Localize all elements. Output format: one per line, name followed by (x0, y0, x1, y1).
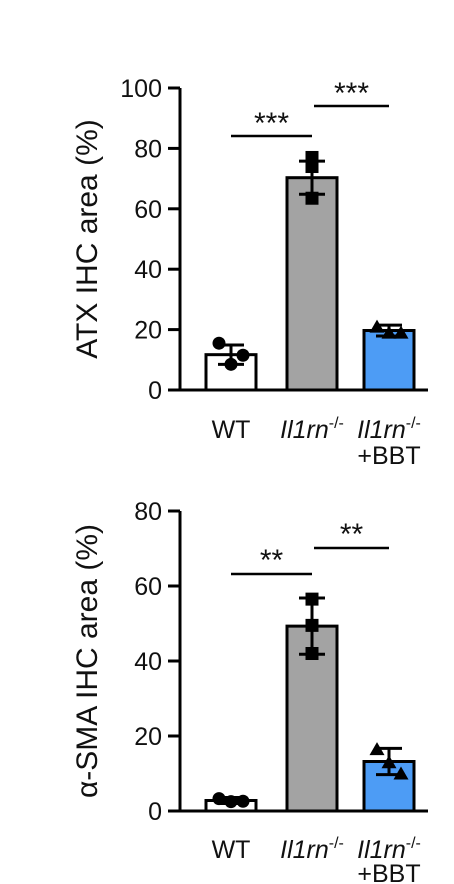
data-point (305, 160, 319, 174)
data-point (212, 792, 226, 806)
y-tick-label: 80 (134, 498, 162, 526)
chart-panel-atx: ATX IHC area (%) 0 20 40 60 80 100 WT Il1rn-/- I… (71, 75, 428, 470)
data-point (212, 336, 226, 350)
x-tick-label-line2: +BBT (357, 442, 420, 470)
y-tick-label: 0 (148, 377, 162, 405)
data-point (369, 742, 385, 756)
bar (285, 176, 339, 392)
x-tick-label: Il1rn-/- (357, 835, 421, 864)
y-axis-label: ATX IHC area (%) (71, 119, 104, 359)
y-tick-label: 40 (134, 256, 162, 284)
significance-label: ** (340, 518, 364, 551)
data-point (224, 795, 238, 809)
chart-panel-asma: α-SMA IHC area (%) 0 20 40 60 80 WT Il1rn-/- Il… (71, 498, 428, 884)
x-tick-label: WT (212, 836, 251, 864)
x-tick-label: Il1rn-/- (280, 415, 344, 444)
significance-label: *** (334, 77, 369, 110)
data-point (305, 592, 319, 606)
y-axis-label: α-SMA IHC area (%) (71, 524, 104, 798)
data-point (305, 191, 319, 205)
data-point (369, 319, 385, 333)
x-tick-label-line2: +BBT (357, 860, 420, 884)
y-tick-label: 0 (148, 798, 162, 826)
data-point (305, 618, 319, 632)
y-tick-label: 60 (134, 196, 162, 224)
y-tick-label: 20 (134, 317, 162, 345)
y-tick-label: 20 (134, 723, 162, 751)
y-tick-label: 40 (134, 648, 162, 676)
y-tick-label: 80 (134, 135, 162, 163)
significance-label: ** (260, 544, 284, 577)
data-point (236, 348, 250, 362)
x-tick-label: Il1rn-/- (280, 835, 344, 864)
data-point (393, 766, 409, 780)
y-tick-label: 60 (134, 573, 162, 601)
data-point (381, 325, 397, 339)
y-tick-label: 100 (120, 75, 162, 103)
data-point (381, 755, 397, 769)
data-point (305, 647, 319, 660)
x-tick-label: Il1rn-/- (357, 415, 421, 444)
data-point (224, 357, 238, 371)
x-tick-label: WT (212, 416, 251, 444)
data-point (236, 794, 250, 808)
data-point (393, 325, 409, 339)
bar (362, 329, 416, 392)
significance-label: *** (254, 107, 289, 140)
